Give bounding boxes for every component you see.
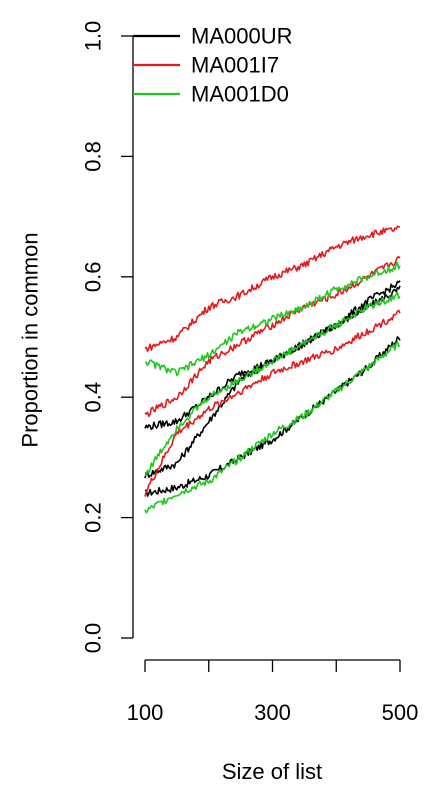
y-tick-label: 0.6	[81, 262, 106, 293]
series-line	[144, 261, 401, 377]
series-line	[144, 336, 401, 497]
y-axis: 0.0 0.2 0.4 0.6 0.8 1.0	[81, 21, 134, 654]
x-tick-label: 100	[127, 700, 164, 725]
x-axis-label: Size of list	[222, 759, 322, 784]
y-tick-label: 0.2	[81, 502, 106, 533]
legend-label: MA000UR	[191, 24, 292, 49]
y-tick-label: 1.0	[81, 21, 106, 52]
y-tick-label: 0.0	[81, 623, 106, 654]
series-line	[144, 280, 401, 431]
y-tick-label: 0.8	[81, 141, 106, 172]
y-axis-label: Proportion in common	[18, 232, 43, 447]
x-tick-label: 300	[254, 700, 291, 725]
legend-label: MA001I7	[191, 53, 279, 78]
series-line	[144, 225, 401, 353]
y-tick-label: 0.4	[81, 382, 106, 413]
x-axis: 100 300 500	[127, 659, 419, 725]
x-tick-label: 500	[382, 700, 419, 725]
legend-label: MA001D0	[191, 82, 289, 107]
series-line	[144, 340, 401, 514]
series-line	[144, 256, 401, 418]
series-line	[144, 285, 401, 479]
series-line	[144, 309, 401, 497]
series-line	[144, 291, 401, 476]
series-layer	[144, 225, 401, 514]
legend: MA000UR MA001I7 MA001D0	[133, 24, 292, 107]
